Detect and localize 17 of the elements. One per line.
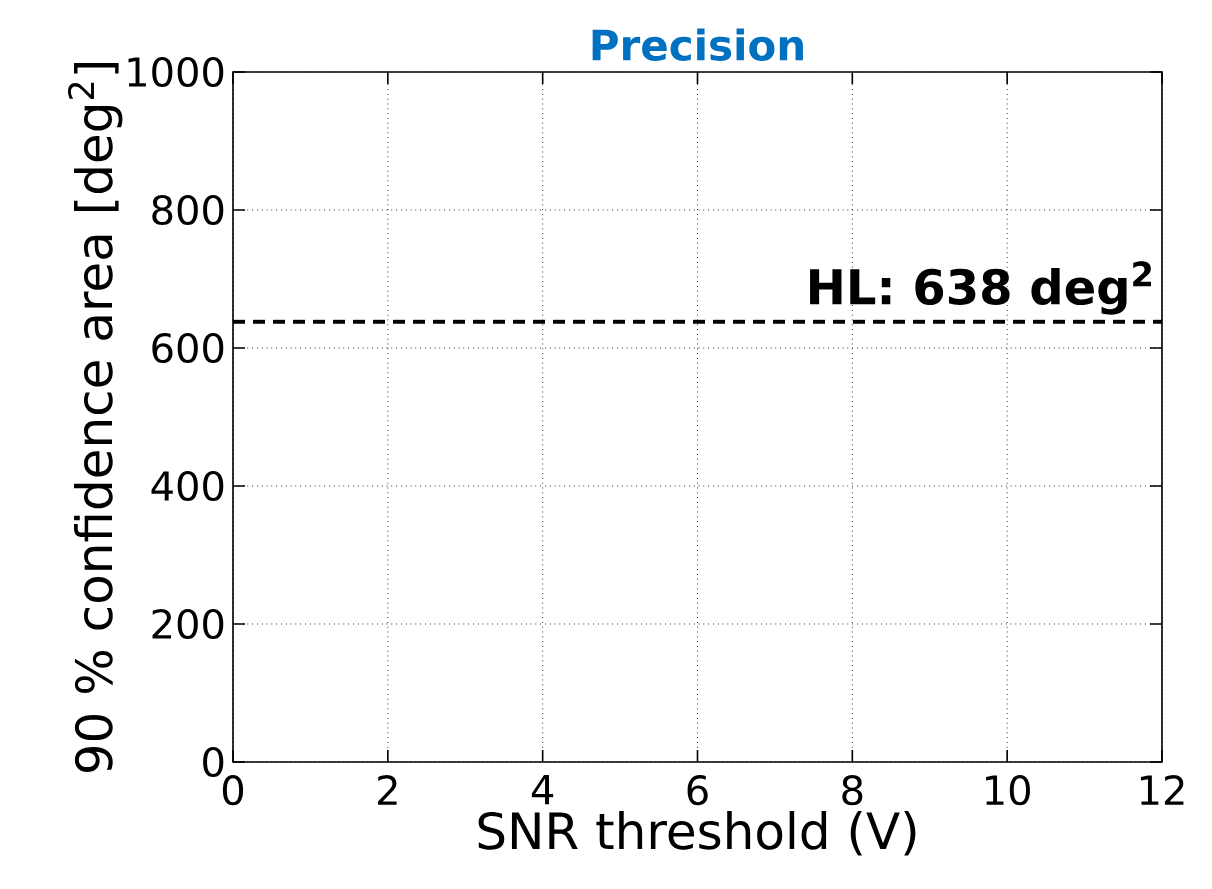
y-tick-label: 400	[151, 470, 224, 502]
y-tick-label: 600	[152, 332, 224, 364]
ref-line-label: HL: 638 deg$^{2}$	[810, 261, 1151, 315]
y-tick-label: 200	[152, 608, 224, 640]
x-tick-label: 8	[842, 775, 863, 806]
x-tick-label: 0	[222, 775, 244, 806]
x-tick-label: 2	[378, 775, 397, 805]
x-axis-title: SNR threshold (V)	[478, 811, 916, 856]
y-tick-label: 800	[152, 194, 224, 226]
x-tick-label: 6	[687, 775, 708, 806]
x-tick-label: 4	[531, 775, 554, 805]
y-tick-label: 1000	[128, 56, 224, 88]
x-tick-label: 12	[1140, 775, 1184, 805]
chart-title: Precision	[592, 28, 803, 61]
x-tick-label: 10	[986, 775, 1030, 806]
y-axis-title: 90 % confidence area [deg$^{2}$]	[67, 63, 123, 773]
y-tick-label: 0	[203, 746, 224, 778]
